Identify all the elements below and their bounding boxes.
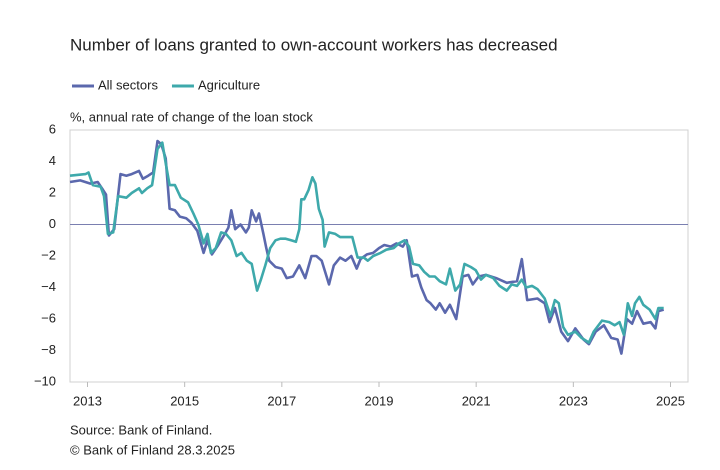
x-tick-label: 2013 <box>73 393 102 408</box>
y-tick-label: 6 <box>49 121 56 136</box>
y-tick-label: 2 <box>49 184 56 199</box>
legend-label: All sectors <box>98 77 158 92</box>
chart-title: Number of loans granted to own-account w… <box>70 35 558 54</box>
x-tick-label: 2019 <box>365 393 394 408</box>
series-line <box>69 139 665 355</box>
x-tick-label: 2023 <box>559 393 588 408</box>
y-tick-label: 0 <box>49 216 56 231</box>
source-note: Source: Bank of Finland. <box>70 422 212 437</box>
copyright-note: © Bank of Finland 28.3.2025 <box>70 442 235 457</box>
y-tick-label: −4 <box>41 279 56 294</box>
x-tick-label: 2025 <box>656 393 685 408</box>
x-tick-label: 2015 <box>170 393 199 408</box>
plot-frame <box>69 129 689 383</box>
x-tick-label: 2021 <box>462 393 491 408</box>
y-tick-label: −2 <box>41 247 56 262</box>
x-tick-label: 2017 <box>267 393 296 408</box>
y-tick-label: −10 <box>34 373 56 388</box>
series-line <box>69 141 664 344</box>
y-axis-label: %, annual rate of change of the loan sto… <box>70 109 313 124</box>
y-tick-label: 4 <box>49 153 56 168</box>
y-tick-label: −6 <box>41 310 56 325</box>
y-tick-label: −8 <box>41 342 56 357</box>
legend-label: Agriculture <box>198 77 260 92</box>
